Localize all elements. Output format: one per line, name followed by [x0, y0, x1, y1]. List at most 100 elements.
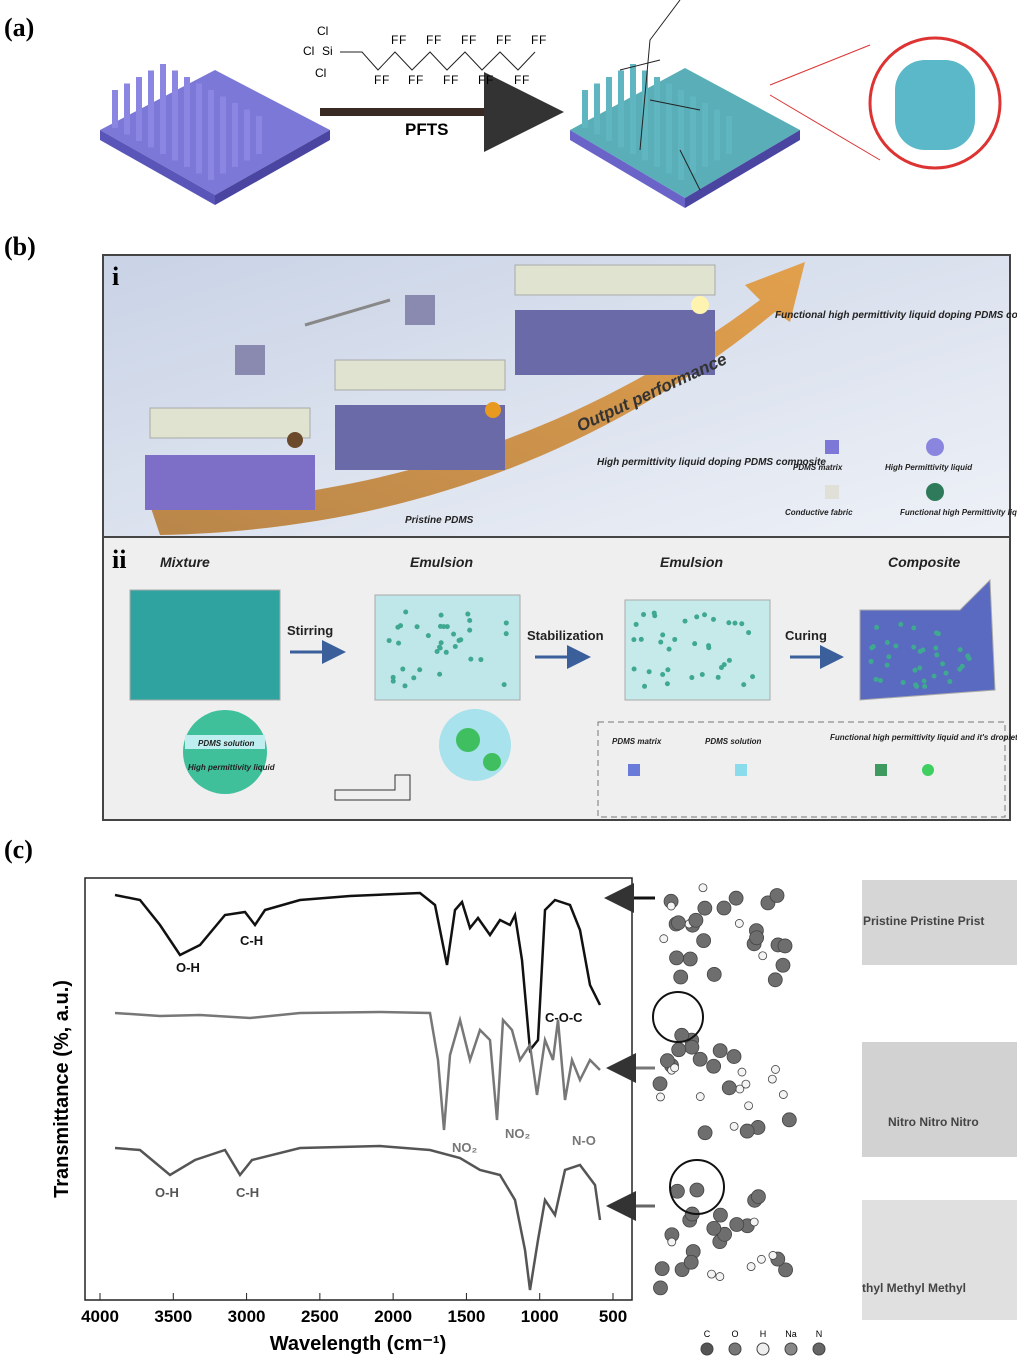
droplet [391, 679, 396, 684]
atom-ball [747, 1263, 755, 1271]
atom: F [461, 33, 468, 47]
atom: Cl [315, 66, 326, 80]
atom-legend-swatch [785, 1343, 797, 1355]
atom-ball [698, 901, 712, 915]
atom-ball [713, 1044, 727, 1058]
part-label: i [112, 262, 119, 291]
droplet [652, 611, 657, 616]
photo-text: Nitro Nitro Nitro [888, 1115, 979, 1129]
atom-ball [751, 1190, 765, 1204]
droplet [722, 662, 727, 667]
droplet [885, 640, 890, 645]
atom-ball [727, 1050, 741, 1064]
pillar [232, 103, 238, 141]
atom-legend-swatch [701, 1343, 713, 1355]
atom-legend-label: O [731, 1329, 738, 1339]
droplet [739, 621, 744, 626]
droplet [396, 641, 401, 646]
droplet [869, 645, 874, 650]
droplet [726, 620, 731, 625]
atom: F [416, 73, 423, 87]
droplet [631, 637, 636, 642]
atom-ball [674, 970, 688, 984]
droplet [441, 624, 446, 629]
atom-ball [707, 967, 721, 981]
atom: F [451, 73, 458, 87]
droplet [878, 678, 883, 683]
droplet [435, 649, 440, 654]
pillar [244, 110, 250, 148]
atom: F [374, 73, 381, 87]
legend-swatch [825, 485, 839, 499]
atom: F [514, 73, 521, 87]
atom-ball [697, 934, 711, 948]
atom-ball [707, 1221, 721, 1235]
droplet [439, 613, 444, 618]
stage: Emulsion [410, 554, 473, 570]
droplet [400, 667, 405, 672]
droplet [468, 657, 473, 662]
droplet [478, 657, 483, 662]
droplet [936, 631, 941, 636]
droplet [504, 620, 509, 625]
droplet [672, 637, 677, 642]
droplet [437, 645, 442, 650]
droplet [504, 631, 509, 636]
droplet [874, 625, 879, 630]
droplet [639, 637, 644, 642]
atom-ball [750, 931, 764, 945]
legend-swatch [825, 440, 839, 454]
atom-ball [729, 891, 743, 905]
droplet [893, 644, 898, 649]
caption: Functional high permittivity liquid dopi… [775, 310, 1017, 321]
legend-swatch [628, 764, 640, 776]
atom: F [478, 73, 485, 87]
droplet [411, 675, 416, 680]
droplet [451, 632, 456, 637]
droplet [940, 661, 945, 666]
pillar [714, 110, 720, 148]
legend-swatch [926, 483, 944, 501]
stage: Emulsion [660, 554, 723, 570]
droplet [502, 682, 507, 687]
droplet [912, 668, 917, 673]
droplet [886, 654, 891, 659]
atom: F [426, 33, 433, 47]
atom-ball [771, 1065, 779, 1073]
droplet [958, 647, 963, 652]
atom-ball [689, 913, 703, 927]
droplet [700, 672, 705, 677]
peak-label: O-H [176, 960, 200, 975]
pillar [726, 116, 732, 154]
step: Stirring [287, 623, 333, 638]
atom: F [539, 33, 546, 47]
droplet [716, 675, 721, 680]
droplet [944, 671, 949, 676]
droplet [911, 625, 916, 630]
atom-ball [740, 1124, 754, 1138]
atom: F [391, 33, 398, 47]
sample-photo [862, 1042, 1017, 1157]
atom-ball [671, 1064, 679, 1072]
legend-label: Conductive fabric [785, 508, 853, 517]
droplet [914, 684, 919, 689]
plot-frame [85, 878, 632, 1300]
atom-ball [776, 958, 790, 972]
pillar [208, 90, 214, 128]
atom-ball [716, 1273, 724, 1281]
droplet [965, 653, 970, 658]
atom-ball [655, 1262, 669, 1276]
atom-ball [698, 1126, 712, 1140]
x-tick-label: 2000 [374, 1307, 412, 1326]
step: Curing [785, 628, 827, 643]
stage: Composite [888, 554, 961, 570]
pillar [582, 90, 588, 128]
atom: F [443, 73, 450, 87]
atom-ball [779, 1091, 787, 1099]
droplet [706, 645, 711, 650]
atom-ball [750, 1218, 758, 1226]
atom-ball [770, 888, 784, 902]
photo-text: Pristine Pristine Prist [863, 914, 984, 928]
part-label: ii [112, 545, 126, 574]
droplet [933, 646, 938, 651]
